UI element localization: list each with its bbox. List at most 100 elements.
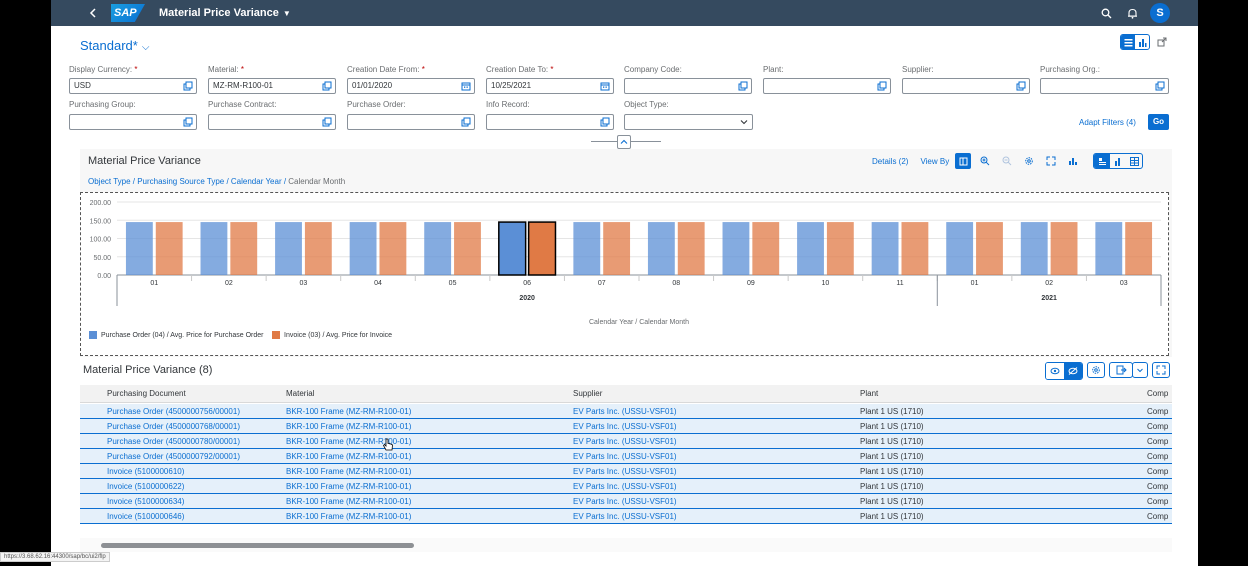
bar-invoice[interactable] bbox=[826, 222, 854, 275]
bar-purchase-order[interactable] bbox=[946, 222, 974, 275]
table-row[interactable]: Invoice (5100000622) BKR-100 Frame (MZ-RM… bbox=[80, 479, 1172, 494]
column-header-material[interactable]: Material bbox=[286, 389, 315, 398]
fullscreen-icon[interactable] bbox=[1043, 153, 1059, 169]
bar-invoice[interactable] bbox=[230, 222, 258, 275]
cell-material[interactable]: BKR-100 Frame (MZ-RM-R100-01) bbox=[286, 497, 412, 506]
notifications-bell-icon[interactable] bbox=[1124, 5, 1140, 21]
bar-purchase-order[interactable] bbox=[797, 222, 824, 275]
bar-invoice[interactable] bbox=[454, 222, 481, 275]
cell-purchasing-document[interactable]: Purchase Order (4500000792/00001) bbox=[107, 452, 240, 461]
bar-invoice[interactable] bbox=[752, 222, 780, 275]
cell-material[interactable]: BKR-100 Frame (MZ-RM-R100-01) bbox=[286, 482, 412, 491]
user-avatar[interactable]: S bbox=[1150, 3, 1170, 23]
value-help-icon[interactable] bbox=[1155, 81, 1165, 91]
column-header-purchasing-document[interactable]: Purchasing Document bbox=[107, 389, 186, 398]
cell-supplier[interactable]: EV Parts Inc. (USSU-VSF01) bbox=[573, 437, 677, 446]
purchasing-org-field[interactable] bbox=[1040, 78, 1169, 94]
display-mode-toggle[interactable] bbox=[1093, 153, 1144, 169]
bar-purchase-order[interactable] bbox=[200, 222, 228, 275]
bar-invoice[interactable] bbox=[527, 221, 557, 276]
cell-material[interactable]: BKR-100 Frame (MZ-RM-R100-01) bbox=[286, 422, 412, 431]
table-row[interactable]: Invoice (5100000634) BKR-100 Frame (MZ-RM… bbox=[80, 494, 1172, 509]
cell-purchasing-document[interactable]: Purchase Order (4500000768/00001) bbox=[107, 422, 240, 431]
chart-view-icon[interactable] bbox=[1135, 35, 1149, 49]
bar-invoice[interactable] bbox=[1050, 222, 1078, 275]
horizontal-scrollbar-track[interactable] bbox=[80, 538, 1172, 552]
app-title-dropdown-icon[interactable]: ▼ bbox=[282, 8, 291, 18]
column-header-plant[interactable]: Plant bbox=[860, 389, 879, 398]
table-only-icon[interactable] bbox=[1126, 154, 1142, 168]
share-icon[interactable] bbox=[1154, 34, 1170, 50]
value-help-icon[interactable] bbox=[877, 81, 887, 91]
creation-date-to-field[interactable]: 10/25/2021 bbox=[486, 78, 614, 94]
value-help-icon[interactable] bbox=[600, 117, 610, 127]
bar-purchase-order[interactable] bbox=[1095, 222, 1123, 275]
table-fullscreen-icon[interactable] bbox=[1152, 362, 1170, 378]
cell-supplier[interactable]: EV Parts Inc. (USSU-VSF01) bbox=[573, 422, 677, 431]
bar-invoice[interactable] bbox=[677, 222, 705, 275]
value-help-icon[interactable] bbox=[1016, 81, 1026, 91]
purchasing-group-field[interactable] bbox=[69, 114, 197, 130]
bar-purchase-order[interactable] bbox=[498, 221, 527, 276]
cell-material[interactable]: BKR-100 Frame (MZ-RM-R100-01) bbox=[286, 512, 412, 521]
cell-purchasing-document[interactable]: Invoice (5100000622) bbox=[107, 482, 185, 491]
zoom-in-icon[interactable] bbox=[977, 153, 993, 169]
table-settings-gear-icon[interactable] bbox=[1087, 362, 1105, 378]
value-help-icon[interactable] bbox=[461, 117, 471, 127]
table-row[interactable]: Invoice (5100000646) BKR-100 Frame (MZ-RM… bbox=[80, 509, 1172, 524]
bar-purchase-order[interactable] bbox=[125, 222, 153, 275]
chevron-down-icon[interactable] bbox=[739, 117, 749, 127]
cell-purchasing-document[interactable]: Invoice (5100000634) bbox=[107, 497, 185, 506]
plant-field[interactable] bbox=[763, 78, 891, 94]
legend-toggle-icon[interactable] bbox=[955, 153, 972, 169]
bar-chart[interactable]: 200.00 150.00 100.00 50.00 0.00 01 02 03 04 05 06 0… bbox=[81, 193, 1168, 355]
adapt-filters-link[interactable]: Adapt Filters (4) bbox=[1079, 118, 1136, 127]
table-row[interactable]: Purchase Order (4500000756/00001) BKR-100… bbox=[80, 404, 1172, 419]
bar-purchase-order[interactable] bbox=[275, 222, 302, 275]
bar-invoice[interactable] bbox=[976, 222, 1003, 275]
value-help-icon[interactable] bbox=[322, 117, 332, 127]
cell-material[interactable]: BKR-100 Frame (MZ-RM-R100-01) bbox=[286, 452, 412, 461]
chart-and-table-icon[interactable] bbox=[1094, 154, 1111, 168]
table-row[interactable]: Purchase Order (4500000792/00001) BKR-100… bbox=[80, 449, 1172, 464]
bar-purchase-order[interactable] bbox=[871, 222, 899, 275]
cell-material[interactable]: BKR-100 Frame (MZ-RM-R100-01) bbox=[286, 437, 412, 446]
hide-details-eye-icon[interactable] bbox=[1064, 363, 1082, 379]
supplier-field[interactable] bbox=[902, 78, 1030, 94]
bar-invoice[interactable] bbox=[304, 222, 332, 275]
material-field[interactable]: MZ-RM-R100-01 bbox=[208, 78, 336, 94]
bar-purchase-order[interactable] bbox=[1020, 222, 1048, 275]
value-help-icon[interactable] bbox=[183, 81, 193, 91]
object-type-select[interactable] bbox=[624, 114, 753, 130]
bar-purchase-order[interactable] bbox=[722, 222, 750, 275]
export-icon[interactable] bbox=[1109, 362, 1133, 378]
purchase-contract-field[interactable] bbox=[208, 114, 336, 130]
details-link[interactable]: Details (2) bbox=[872, 156, 909, 166]
bar-invoice[interactable] bbox=[155, 222, 183, 275]
view-toggle[interactable] bbox=[1120, 34, 1150, 50]
bar-purchase-order[interactable] bbox=[349, 222, 377, 275]
cell-supplier[interactable]: EV Parts Inc. (USSU-VSF01) bbox=[573, 512, 677, 521]
value-help-icon[interactable] bbox=[738, 81, 748, 91]
cell-material[interactable]: BKR-100 Frame (MZ-RM-R100-01) bbox=[286, 407, 412, 416]
chart-container[interactable]: 200.00 150.00 100.00 50.00 0.00 01 02 03 04 05 06 0… bbox=[80, 192, 1169, 356]
bar-purchase-order[interactable] bbox=[647, 222, 675, 275]
bar-purchase-order[interactable] bbox=[424, 222, 452, 275]
chart-type-icon[interactable] bbox=[1065, 153, 1081, 169]
export-options-chevron-down-icon[interactable] bbox=[1132, 362, 1148, 378]
info-record-field[interactable] bbox=[486, 114, 614, 130]
value-help-icon[interactable] bbox=[183, 117, 193, 127]
chart-only-icon[interactable] bbox=[1110, 154, 1126, 168]
creation-date-from-field[interactable]: 01/01/2020 bbox=[347, 78, 475, 94]
cell-material[interactable]: BKR-100 Frame (MZ-RM-R100-01) bbox=[286, 467, 412, 476]
app-title[interactable]: Material Price Variance bbox=[159, 7, 279, 19]
filter-bar-view-icon[interactable] bbox=[1121, 35, 1135, 49]
company-code-field[interactable] bbox=[624, 78, 752, 94]
search-icon[interactable] bbox=[1098, 5, 1114, 21]
calendar-icon[interactable] bbox=[600, 81, 610, 91]
go-button[interactable]: Go bbox=[1148, 114, 1169, 130]
table-row[interactable]: Purchase Order (4500000768/00001) BKR-100… bbox=[80, 419, 1172, 434]
horizontal-scrollbar-thumb[interactable] bbox=[101, 543, 414, 548]
cell-purchasing-document[interactable]: Purchase Order (4500000780/00001) bbox=[107, 437, 240, 446]
display-currency-field[interactable]: USD bbox=[69, 78, 197, 94]
